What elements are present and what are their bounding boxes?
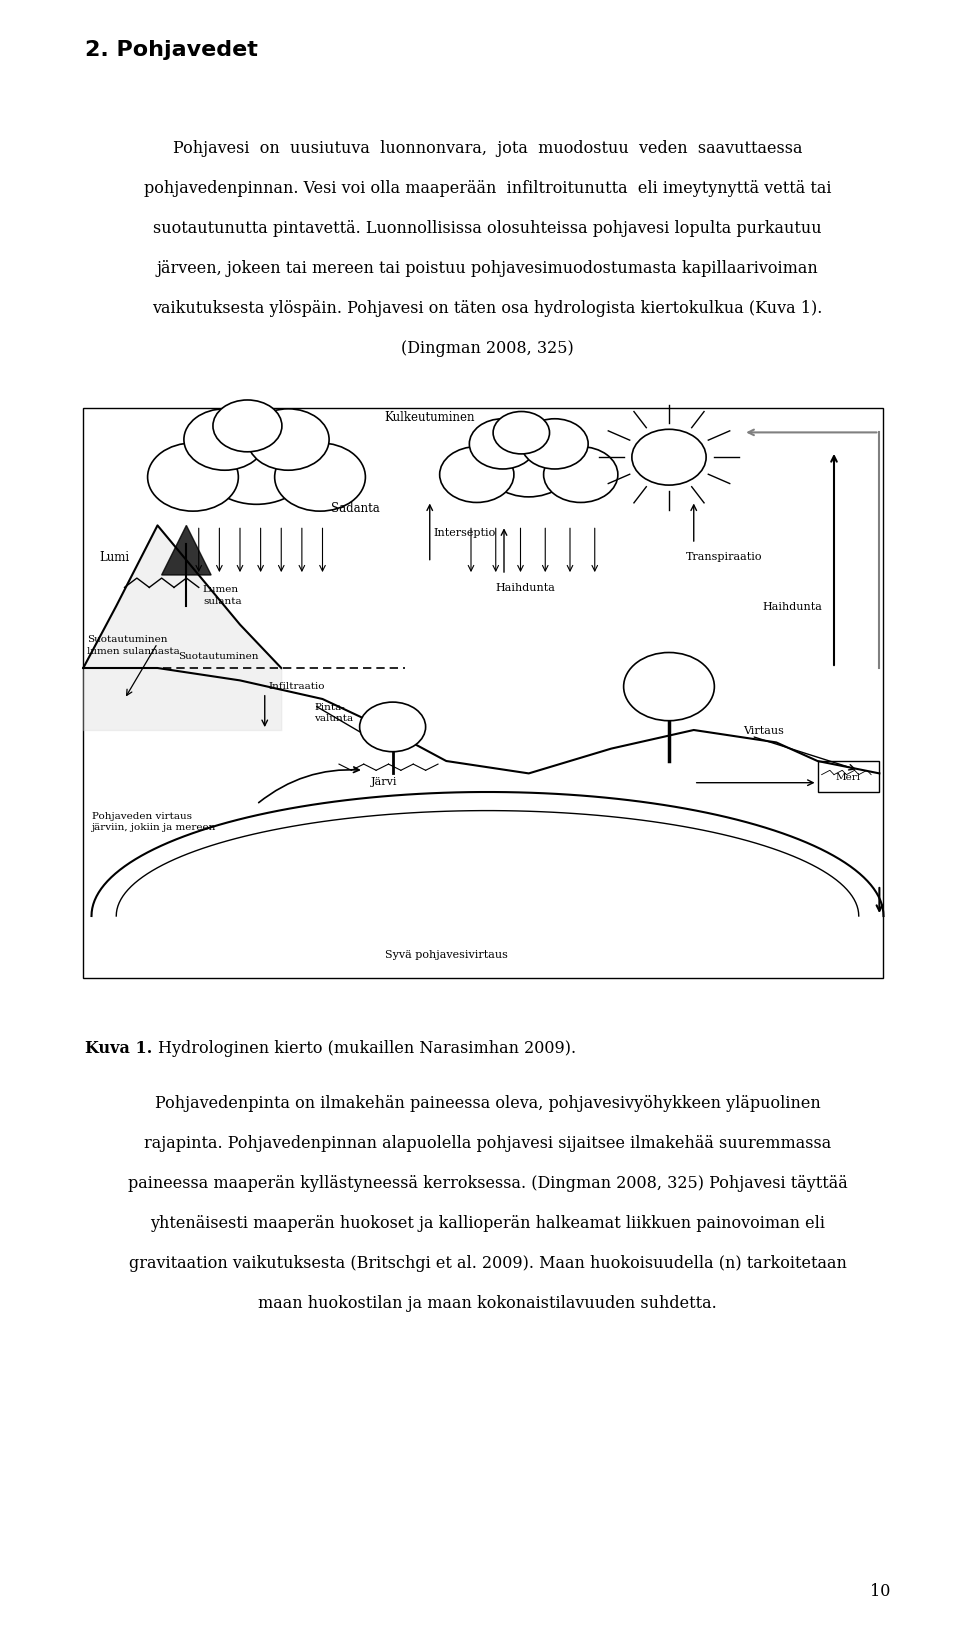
Text: Pohjaveden virtaus
järviin, jokiin ja mereen: Pohjaveden virtaus järviin, jokiin ja me… bbox=[91, 811, 216, 833]
Text: Interseptio: Interseptio bbox=[434, 528, 496, 538]
Circle shape bbox=[469, 420, 537, 470]
Text: Kuva 1.: Kuva 1. bbox=[85, 1039, 153, 1057]
Circle shape bbox=[360, 703, 425, 752]
Circle shape bbox=[148, 444, 238, 511]
Text: järveen, jokeen tai mereen tai poistuu pohjavesimuodostumasta kapillaarivoiman: järveen, jokeen tai mereen tai poistuu p… bbox=[156, 261, 818, 277]
Circle shape bbox=[213, 400, 282, 452]
Bar bbox=[818, 762, 879, 793]
Circle shape bbox=[493, 413, 549, 454]
Circle shape bbox=[440, 447, 514, 503]
Circle shape bbox=[202, 423, 311, 505]
Text: Suotautuminen: Suotautuminen bbox=[179, 652, 258, 661]
Text: Transpiraatio: Transpiraatio bbox=[685, 552, 762, 562]
Text: 10: 10 bbox=[870, 1582, 890, 1600]
Text: suotautunutta pintavettä. Luonnollisissa olosuhteissa pohjavesi lopulta purkautu: suotautunutta pintavettä. Luonnollisissa… bbox=[154, 220, 822, 238]
Text: (Dingman 2008, 325): (Dingman 2008, 325) bbox=[401, 339, 574, 357]
Text: 2. Pohjavedet: 2. Pohjavedet bbox=[85, 39, 258, 61]
Text: paineessa maaperän kyllästyneessä kerroksessa. (Dingman 2008, 325) Pohjavesi täy: paineessa maaperän kyllästyneessä kerrok… bbox=[128, 1174, 848, 1192]
Text: Syvä pohjavesivirtaus: Syvä pohjavesivirtaus bbox=[385, 951, 508, 960]
Text: Haihdunta: Haihdunta bbox=[763, 602, 823, 611]
Text: maan huokostilan ja maan kokonaistilavuuden suhdetta.: maan huokostilan ja maan kokonaistilavuu… bbox=[258, 1295, 717, 1311]
Polygon shape bbox=[161, 526, 211, 575]
Circle shape bbox=[184, 410, 266, 470]
Text: Hydrologinen kierto (mukaillen Narasimhan 2009).: Hydrologinen kierto (mukaillen Narasimha… bbox=[158, 1039, 576, 1057]
Circle shape bbox=[632, 429, 707, 485]
Text: Järvi: Järvi bbox=[372, 777, 397, 787]
Text: Kulkeutuminen: Kulkeutuminen bbox=[385, 411, 475, 425]
Text: Pohjavedenpinta on ilmakehän paineessa oleva, pohjavesivyöhykkeen yläpuolinen: Pohjavedenpinta on ilmakehän paineessa o… bbox=[155, 1095, 821, 1111]
Text: Lumen
sulanta: Lumen sulanta bbox=[203, 585, 242, 606]
Text: Pinta-
valunta: Pinta- valunta bbox=[314, 703, 353, 723]
Circle shape bbox=[484, 431, 573, 498]
Circle shape bbox=[248, 410, 329, 470]
Text: Haihdunta: Haihdunta bbox=[495, 583, 556, 593]
Text: Suotautuminen
lumen sulannasta: Suotautuminen lumen sulannasta bbox=[87, 634, 180, 656]
Circle shape bbox=[521, 420, 588, 470]
Circle shape bbox=[624, 652, 714, 721]
Text: pohjavedenpinnan. Vesi voi olla maaperään  infiltroitunutta  eli imeytynyttä vet: pohjavedenpinnan. Vesi voi olla maaperää… bbox=[144, 180, 831, 197]
Text: Sadanta: Sadanta bbox=[331, 502, 379, 515]
Text: gravitaation vaikutuksesta (Britschgi et al. 2009). Maan huokoisuudella (n) tark: gravitaation vaikutuksesta (Britschgi et… bbox=[129, 1254, 847, 1272]
Circle shape bbox=[543, 447, 618, 503]
Text: vaikutuksesta ylöspäin. Pohjavesi on täten osa hydrologista kiertokulkua (Kuva 1: vaikutuksesta ylöspäin. Pohjavesi on tät… bbox=[153, 300, 823, 316]
Text: Infiltraatio: Infiltraatio bbox=[269, 682, 325, 690]
Text: yhtenäisesti maaperän huokoset ja kallioperän halkeamat liikkuen painovoiman eli: yhtenäisesti maaperän huokoset ja kallio… bbox=[150, 1214, 825, 1231]
Text: rajapinta. Pohjavedenpinnan alapuolella pohjavesi sijaitsee ilmakehää suuremmass: rajapinta. Pohjavedenpinnan alapuolella … bbox=[144, 1134, 831, 1151]
Text: Virtaus: Virtaus bbox=[743, 726, 784, 736]
Text: Lumi: Lumi bbox=[100, 551, 130, 564]
Text: Meri: Meri bbox=[836, 772, 861, 782]
Text: Pohjavesi  on  uusiutuva  luonnonvara,  jota  muodostuu  veden  saavuttaessa: Pohjavesi on uusiutuva luonnonvara, jota… bbox=[173, 139, 803, 157]
Circle shape bbox=[275, 444, 366, 511]
